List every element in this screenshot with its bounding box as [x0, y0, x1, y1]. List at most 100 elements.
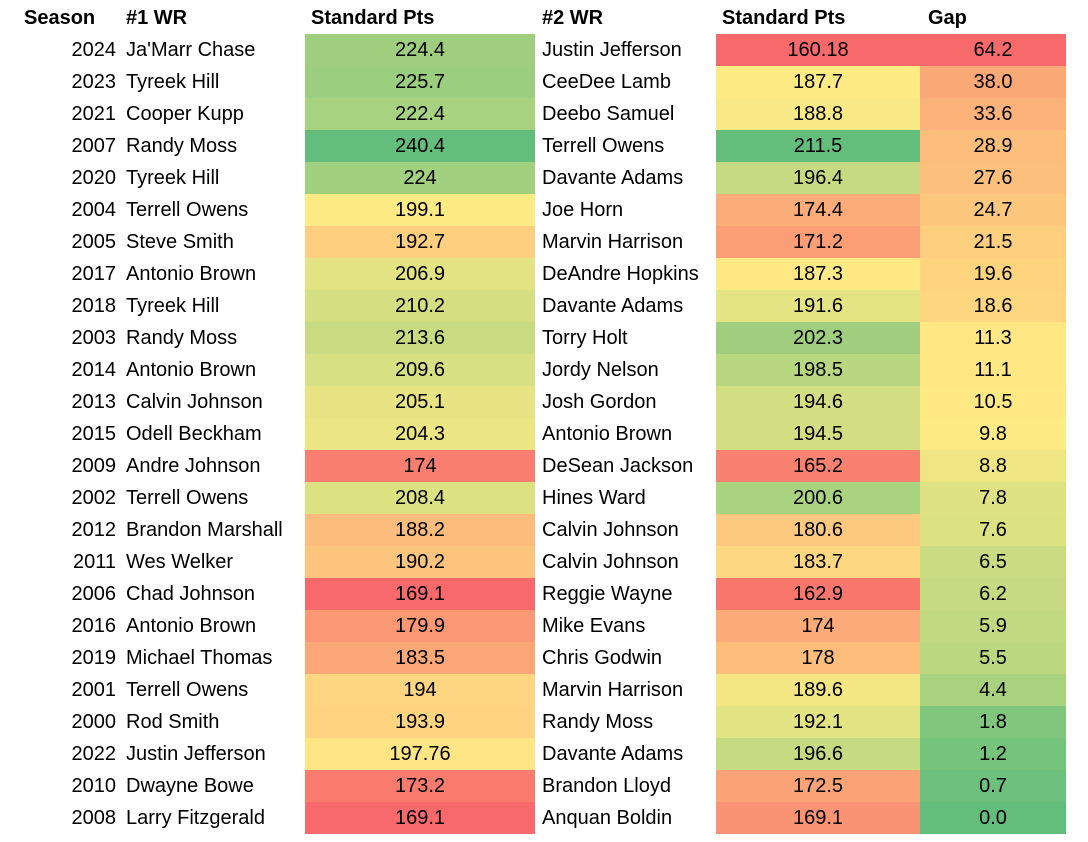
wr1-name-cell[interactable]: Rod Smith	[126, 711, 220, 733]
season-cell[interactable]: 2017	[71, 263, 117, 285]
wr1-name-cell[interactable]: Antonio Brown	[126, 615, 257, 637]
wr1-name-cell[interactable]: Antonio Brown	[126, 359, 257, 381]
wr2-pts-cell[interactable]: 172.5	[716, 770, 920, 802]
wr2-pts-cell[interactable]: 162.9	[716, 578, 920, 610]
season-cell[interactable]: 2019	[71, 647, 117, 669]
header-pts1[interactable]: Standard Pts	[311, 7, 435, 29]
header-pts2[interactable]: Standard Pts	[722, 7, 846, 29]
header-wr2[interactable]: #2 WR	[542, 7, 604, 29]
season-cell[interactable]: 2016	[71, 615, 117, 637]
wr1-pts-cell[interactable]: 169.1	[305, 578, 535, 610]
wr2-pts-cell[interactable]: 183.7	[716, 546, 920, 578]
wr2-pts-cell[interactable]: 187.7	[716, 66, 920, 98]
wr2-name-cell[interactable]: Davante Adams	[542, 743, 684, 765]
wr1-name-cell[interactable]: Cooper Kupp	[126, 103, 244, 125]
season-cell[interactable]: 2007	[71, 135, 117, 157]
gap-cell[interactable]: 18.6	[920, 290, 1066, 322]
gap-cell[interactable]: 5.5	[920, 642, 1066, 674]
wr1-pts-cell[interactable]: 204.3	[305, 418, 535, 450]
wr2-pts-cell[interactable]: 189.6	[716, 674, 920, 706]
gap-cell[interactable]: 7.6	[920, 514, 1066, 546]
season-cell[interactable]: 2014	[71, 359, 117, 381]
gap-cell[interactable]: 64.2	[920, 34, 1066, 66]
wr2-name-cell[interactable]: Hines Ward	[542, 487, 646, 509]
wr2-name-cell[interactable]: DeSean Jackson	[542, 455, 694, 477]
wr2-pts-cell[interactable]: 196.6	[716, 738, 920, 770]
wr1-name-cell[interactable]: Justin Jefferson	[126, 743, 266, 765]
wr2-name-cell[interactable]: Antonio Brown	[542, 423, 673, 445]
season-cell[interactable]: 2002	[71, 487, 117, 509]
wr1-pts-cell[interactable]: 193.9	[305, 706, 535, 738]
wr1-name-cell[interactable]: Steve Smith	[126, 231, 234, 253]
wr1-name-cell[interactable]: Odell Beckham	[126, 423, 262, 445]
gap-cell[interactable]: 33.6	[920, 98, 1066, 130]
wr2-name-cell[interactable]: Josh Gordon	[542, 391, 657, 413]
header-gap[interactable]: Gap	[928, 7, 967, 29]
season-cell[interactable]: 2008	[71, 807, 117, 829]
wr1-pts-cell[interactable]: 199.1	[305, 194, 535, 226]
wr2-name-cell[interactable]: Calvin Johnson	[542, 551, 679, 573]
wr1-pts-cell[interactable]: 224	[305, 162, 535, 194]
season-cell[interactable]: 2006	[71, 583, 117, 605]
wr1-name-cell[interactable]: Tyreek Hill	[126, 167, 220, 189]
wr1-name-cell[interactable]: Andre Johnson	[126, 455, 261, 477]
wr2-pts-cell[interactable]: 192.1	[716, 706, 920, 738]
wr1-pts-cell[interactable]: 190.2	[305, 546, 535, 578]
season-cell[interactable]: 2000	[71, 711, 117, 733]
wr2-pts-cell[interactable]: 165.2	[716, 450, 920, 482]
wr1-pts-cell[interactable]: 213.6	[305, 322, 535, 354]
wr1-name-cell[interactable]: Larry Fitzgerald	[126, 807, 265, 829]
wr1-name-cell[interactable]: Michael Thomas	[126, 647, 273, 669]
gap-cell[interactable]: 19.6	[920, 258, 1066, 290]
wr2-name-cell[interactable]: Reggie Wayne	[542, 583, 673, 605]
wr1-pts-cell[interactable]: 209.6	[305, 354, 535, 386]
season-cell[interactable]: 2012	[71, 519, 117, 541]
gap-cell[interactable]: 0.0	[920, 802, 1066, 834]
wr2-pts-cell[interactable]: 180.6	[716, 514, 920, 546]
wr1-name-cell[interactable]: Randy Moss	[126, 135, 238, 157]
wr2-pts-cell[interactable]: 202.3	[716, 322, 920, 354]
wr2-pts-cell[interactable]: 160.18	[716, 34, 920, 66]
wr2-name-cell[interactable]: Brandon Lloyd	[542, 775, 671, 797]
season-cell[interactable]: 2001	[71, 679, 117, 701]
gap-cell[interactable]: 11.3	[920, 322, 1066, 354]
gap-cell[interactable]: 4.4	[920, 674, 1066, 706]
season-cell[interactable]: 2009	[71, 455, 117, 477]
wr1-pts-cell[interactable]: 225.7	[305, 66, 535, 98]
gap-cell[interactable]: 11.1	[920, 354, 1066, 386]
wr2-pts-cell[interactable]: 169.1	[716, 802, 920, 834]
header-wr1[interactable]: #1 WR	[126, 7, 188, 29]
wr1-pts-cell[interactable]: 240.4	[305, 130, 535, 162]
wr2-pts-cell[interactable]: 171.2	[716, 226, 920, 258]
wr1-name-cell[interactable]: Terrell Owens	[126, 199, 249, 221]
wr1-pts-cell[interactable]: 222.4	[305, 98, 535, 130]
season-cell[interactable]: 2020	[71, 167, 117, 189]
wr1-name-cell[interactable]: Tyreek Hill	[126, 295, 220, 317]
wr1-pts-cell[interactable]: 188.2	[305, 514, 535, 546]
wr1-pts-cell[interactable]: 174	[305, 450, 535, 482]
wr1-name-cell[interactable]: Calvin Johnson	[126, 391, 263, 413]
wr2-name-cell[interactable]: DeAndre Hopkins	[542, 263, 699, 285]
wr1-pts-cell[interactable]: 173.2	[305, 770, 535, 802]
wr2-name-cell[interactable]: Marvin Harrison	[542, 679, 684, 701]
wr1-name-cell[interactable]: Randy Moss	[126, 327, 238, 349]
wr1-name-cell[interactable]: Dwayne Bowe	[126, 775, 254, 797]
season-cell[interactable]: 2023	[71, 71, 117, 93]
season-cell[interactable]: 2003	[71, 327, 117, 349]
wr1-pts-cell[interactable]: 179.9	[305, 610, 535, 642]
wr2-pts-cell[interactable]: 188.8	[716, 98, 920, 130]
wr1-name-cell[interactable]: Terrell Owens	[126, 487, 249, 509]
season-cell[interactable]: 2018	[71, 295, 117, 317]
wr2-name-cell[interactable]: Joe Horn	[542, 199, 624, 221]
season-cell[interactable]: 2024	[71, 39, 117, 61]
wr2-name-cell[interactable]: Terrell Owens	[542, 135, 665, 157]
wr2-name-cell[interactable]: Marvin Harrison	[542, 231, 684, 253]
wr2-pts-cell[interactable]: 174	[716, 610, 920, 642]
wr2-name-cell[interactable]: Mike Evans	[542, 615, 646, 637]
wr1-pts-cell[interactable]: 205.1	[305, 386, 535, 418]
wr2-pts-cell[interactable]: 194.6	[716, 386, 920, 418]
wr2-pts-cell[interactable]: 196.4	[716, 162, 920, 194]
gap-cell[interactable]: 10.5	[920, 386, 1066, 418]
season-cell[interactable]: 2005	[71, 231, 117, 253]
wr2-name-cell[interactable]: Torry Holt	[542, 327, 628, 349]
